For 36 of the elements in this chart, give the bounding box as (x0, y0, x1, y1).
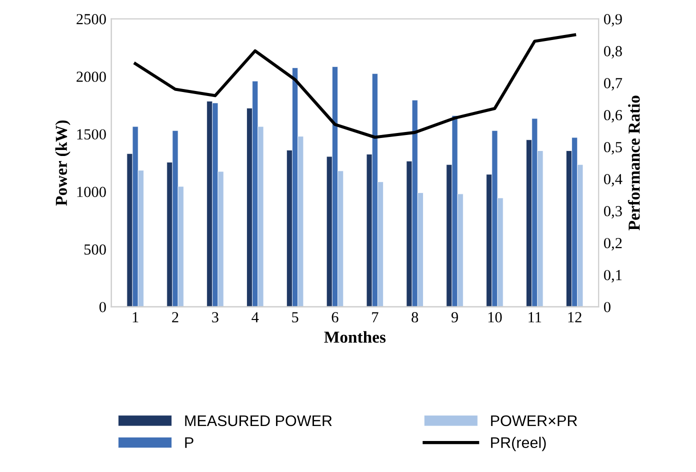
y-tick-label: 500 (84, 244, 106, 255)
x-tick-label: 3 (212, 312, 218, 322)
x-tick-label: 1 (132, 312, 138, 322)
y2-tick-label: 0,4 (604, 174, 622, 186)
y2-tick-label: 0,1 (604, 270, 622, 282)
legend-label: POWER×PR (491, 415, 578, 426)
y2-tick-label: 0,8 (604, 46, 622, 59)
x-tick-label: 12 (568, 312, 582, 322)
y-tick-label: 0 (99, 302, 106, 312)
x-tick-label: 5 (292, 312, 298, 322)
y2-tick-label: 0,2 (604, 238, 622, 250)
legend-label: PR(reel) (491, 436, 546, 452)
y2-tick-label: 0,6 (604, 110, 622, 123)
y2-tick-label: 0,5 (604, 142, 622, 154)
y2-tick-label: 0,3 (604, 206, 622, 218)
x-tick-label: 8 (412, 312, 418, 322)
y-tick-label: 1000 (77, 186, 106, 198)
x-tick-label: 11 (528, 312, 542, 322)
x-tick-label: 7 (372, 312, 378, 322)
line-series (134, 33, 576, 139)
y2-axis-title: Performance Ratio (628, 96, 640, 230)
y-tick-label: 2000 (76, 72, 106, 82)
x-axis-title: Monthes (324, 331, 386, 343)
y-tick-label: 2500 (76, 14, 106, 24)
legend-label: MEASURED POWER (185, 415, 332, 426)
y2-tick-label: 0 (604, 302, 610, 312)
x-tick-label: 2 (172, 312, 178, 322)
y-axis-title: Power (kW) (55, 120, 70, 206)
y2-tick-label: 0,7 (604, 78, 622, 91)
y-tick-label: 1500 (77, 129, 106, 140)
y2-tick-label: 0,9 (604, 14, 622, 27)
x-tick-label: 9 (451, 312, 458, 322)
x-tick-label: 4 (252, 312, 259, 322)
x-tick-label: 6 (332, 312, 338, 322)
legend-label: P (185, 437, 194, 448)
x-tick-label: 10 (488, 312, 502, 322)
